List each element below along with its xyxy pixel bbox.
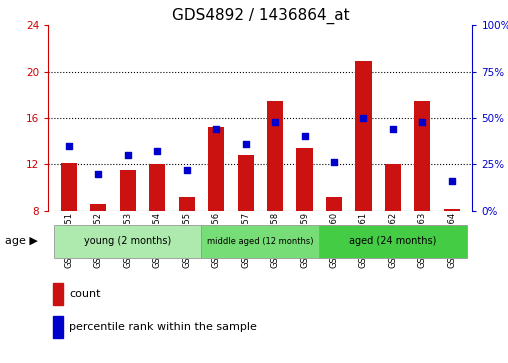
Bar	[208, 127, 224, 211]
Bar	[120, 170, 136, 211]
Text: age ▶: age ▶	[5, 236, 38, 246]
Point	[242, 141, 250, 147]
Point	[212, 126, 220, 132]
Text: middle aged (12 months): middle aged (12 months)	[207, 237, 313, 246]
Point	[389, 126, 397, 132]
Bar	[61, 163, 77, 211]
Bar	[267, 101, 283, 211]
Bar	[326, 197, 342, 211]
Text: count: count	[70, 289, 101, 299]
Text: young (2 months): young (2 months)	[84, 236, 171, 246]
Point	[65, 143, 73, 149]
Bar	[443, 209, 460, 211]
Text: aged (24 months): aged (24 months)	[349, 236, 436, 246]
Bar	[52, 283, 63, 305]
Point	[271, 119, 279, 125]
Point	[124, 152, 132, 158]
Bar	[90, 204, 107, 211]
Bar	[356, 61, 371, 211]
Title: GDS4892 / 1436864_at: GDS4892 / 1436864_at	[172, 8, 349, 24]
FancyBboxPatch shape	[54, 225, 202, 258]
Point	[359, 115, 367, 121]
Bar	[385, 164, 401, 211]
Bar	[52, 316, 63, 338]
Bar	[238, 155, 253, 211]
Point	[300, 134, 308, 139]
Bar	[414, 101, 430, 211]
Text: percentile rank within the sample: percentile rank within the sample	[70, 322, 258, 332]
Point	[418, 119, 426, 125]
Bar	[149, 164, 165, 211]
Bar	[297, 148, 312, 211]
Bar	[179, 197, 195, 211]
Point	[448, 178, 456, 184]
Point	[94, 171, 103, 176]
Point	[183, 167, 191, 173]
Point	[330, 159, 338, 165]
FancyBboxPatch shape	[319, 225, 466, 258]
Point	[153, 148, 162, 154]
FancyBboxPatch shape	[202, 225, 319, 258]
